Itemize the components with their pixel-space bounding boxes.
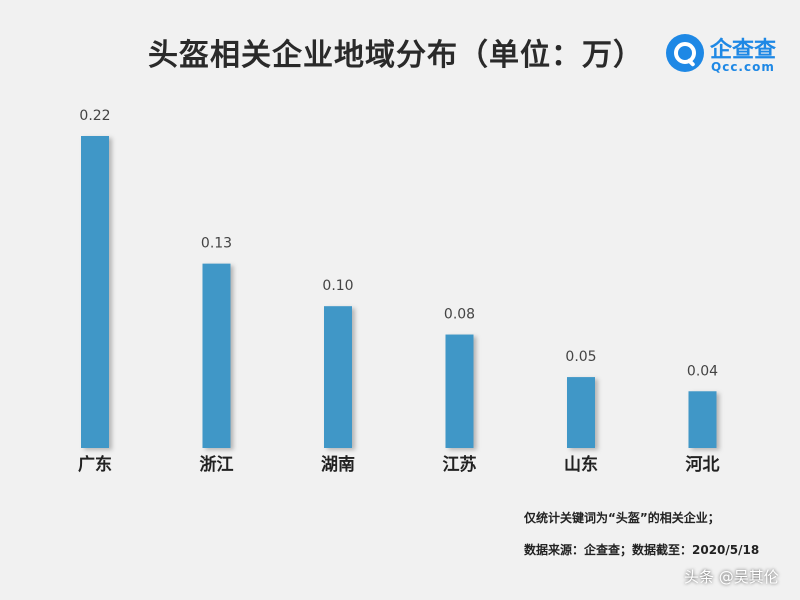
logo-name: 企查查 bbox=[710, 38, 777, 63]
watermark: 头条 @吴其伦 bbox=[684, 568, 779, 586]
bar-3 bbox=[445, 334, 474, 448]
value-label-1: 0.13 bbox=[201, 236, 232, 252]
logo-domain: Qcc.com bbox=[711, 60, 775, 74]
bar-1 bbox=[202, 263, 231, 448]
category-label-2: 湖南 bbox=[321, 454, 355, 475]
value-label-4: 0.05 bbox=[565, 349, 596, 365]
category-label-1: 浙江 bbox=[200, 454, 234, 475]
value-label-5: 0.04 bbox=[687, 363, 718, 379]
bar-4 bbox=[567, 377, 595, 448]
value-label-2: 0.10 bbox=[322, 278, 353, 294]
note-source: 数据来源：企查查；数据截至：2020/5/18 bbox=[524, 543, 760, 557]
value-label-3: 0.08 bbox=[444, 307, 475, 323]
category-label-4: 山东 bbox=[564, 454, 598, 475]
bar-2 bbox=[324, 306, 352, 448]
category-label-5: 河北 bbox=[686, 455, 720, 475]
chart-title: 头盔相关企业地域分布（单位：万） bbox=[148, 38, 644, 73]
magnifier-icon bbox=[666, 34, 704, 72]
value-label-0: 0.22 bbox=[79, 108, 110, 124]
bar-5 bbox=[688, 391, 717, 448]
qcc-logo: 企查查 Qcc.com bbox=[666, 30, 786, 76]
bar-0 bbox=[81, 136, 109, 448]
note-keyword: 仅统计关键词为“头盔”的相关企业； bbox=[524, 511, 720, 525]
category-label-0: 广东 bbox=[78, 454, 112, 475]
category-label-3: 江苏 bbox=[443, 454, 477, 475]
